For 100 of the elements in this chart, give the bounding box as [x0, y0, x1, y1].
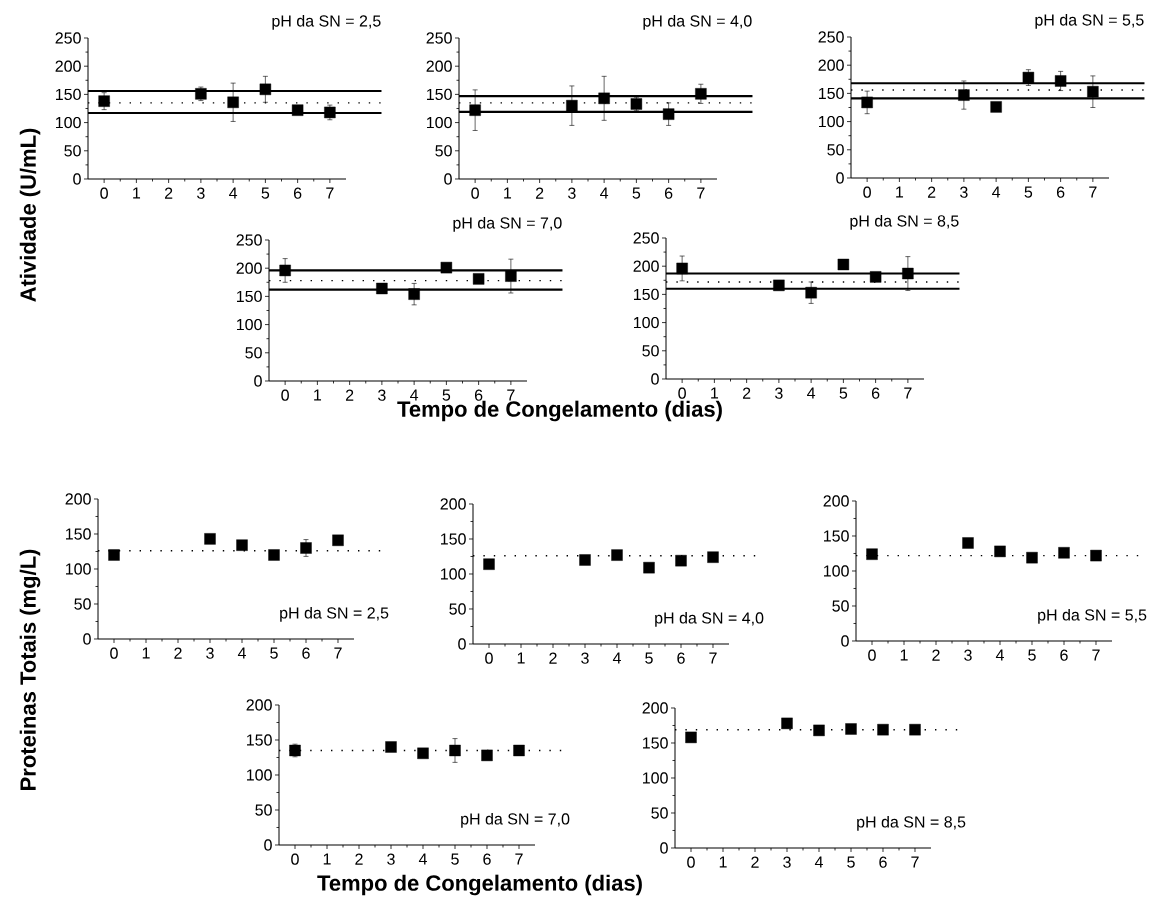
y-tick-label: 150 [441, 533, 466, 545]
x-tick-label: 3 [581, 652, 589, 664]
point [469, 104, 481, 116]
x-tick-label: 4 [410, 389, 419, 401]
y-tick-label: 250 [236, 234, 262, 246]
point [376, 282, 388, 295]
y-tick-label: 150 [819, 87, 844, 100]
x-tick-label: 3 [775, 387, 783, 399]
point [300, 542, 312, 554]
point [990, 101, 1002, 113]
x-tick-label: 0 [281, 389, 289, 401]
x-tick-label: 5 [1024, 186, 1033, 198]
x-tick-label: 5 [1028, 649, 1036, 661]
x-tick-label: 2 [164, 187, 173, 199]
y-tick-label: 150 [66, 528, 91, 540]
point [291, 104, 304, 116]
x-tick-label: 0 [485, 652, 493, 664]
y-tick-label: 200 [440, 498, 466, 510]
point [813, 724, 825, 737]
point [643, 561, 655, 574]
x-tick-label: 0 [100, 187, 108, 199]
x-tick-label: 5 [442, 389, 451, 401]
point [685, 731, 697, 744]
point [236, 539, 248, 551]
x-tick-label: 1 [323, 853, 331, 865]
x-tick-label: 5 [451, 853, 459, 865]
point [227, 96, 239, 108]
x-tick-label: 4 [612, 652, 621, 664]
x-tick-label: 5 [839, 387, 848, 399]
x-tick-label: 6 [474, 389, 483, 401]
y-tick-label: 50 [435, 145, 452, 157]
y-tick-label: 50 [827, 144, 844, 156]
x-tick-label: 7 [515, 853, 523, 865]
y-tick-label: 200 [633, 260, 659, 272]
x-tick-label: 4 [995, 649, 1004, 661]
point [695, 88, 707, 100]
x-tick-label: 7 [1092, 649, 1100, 661]
point [994, 545, 1006, 558]
y-tick-label: 150 [237, 290, 262, 303]
x-tick-label: 4 [807, 387, 816, 399]
x-tick-label: 4 [992, 186, 1001, 198]
x-tick-label: 2 [345, 389, 354, 401]
x-tick-label: 1 [142, 647, 150, 659]
y-tick-label: 50 [255, 804, 272, 816]
y-tick-label: 250 [426, 32, 452, 44]
point [204, 533, 216, 545]
y-tick-label: 50 [651, 807, 668, 819]
point [332, 534, 344, 546]
y-tick-label: 200 [236, 262, 262, 274]
point [408, 288, 420, 300]
y-tick-label: 50 [642, 345, 659, 357]
point [385, 741, 397, 753]
x-tick-label: 7 [326, 187, 334, 199]
point [566, 99, 578, 112]
x-tick-label: 7 [904, 387, 912, 399]
x-tick-label: 6 [1060, 649, 1068, 661]
point [449, 744, 461, 757]
point [1026, 551, 1038, 564]
x-tick-label: 0 [678, 387, 686, 399]
point [805, 287, 817, 299]
x-tick-label: 3 [206, 647, 214, 659]
x-tick-label: 3 [964, 649, 972, 661]
point [472, 273, 485, 285]
x-tick-label: 0 [687, 856, 695, 868]
x-axis-title: Tempo de Congelamento (dias) [317, 874, 642, 896]
y-tick-label: 0 [660, 842, 668, 854]
point [1054, 75, 1067, 87]
point [676, 262, 688, 275]
y-tick-label: 0 [254, 375, 262, 387]
point [845, 723, 857, 735]
point [869, 271, 882, 283]
point [837, 258, 850, 271]
y-tick-label: 250 [55, 32, 81, 44]
point [598, 92, 610, 105]
point [861, 96, 873, 109]
y-tick-label: 200 [818, 59, 844, 71]
chart-title: pH da SN = 2,5 [272, 14, 381, 30]
y-tick-label: 150 [427, 88, 452, 101]
x-tick-label: 3 [197, 187, 205, 199]
point [909, 723, 921, 736]
point [781, 717, 793, 730]
x-tick-label: 5 [261, 187, 270, 199]
y-tick-label: 200 [246, 699, 272, 711]
y-axis-title: Atividade (U/mL) [19, 128, 41, 302]
y-tick-label: 0 [841, 635, 849, 647]
y-tick-label: 100 [819, 115, 844, 128]
x-tick-label: 6 [664, 187, 673, 199]
x-tick-label: 2 [355, 853, 363, 865]
x-tick-label: 3 [783, 856, 791, 868]
y-tick-label: 200 [65, 493, 91, 505]
x-tick-label: 7 [709, 652, 717, 664]
point [1058, 547, 1070, 559]
point [866, 548, 878, 560]
y-tick-label: 100 [427, 116, 452, 129]
x-axis-title: Tempo de Congelamento (dias) [397, 400, 722, 422]
y-tick-label: 0 [836, 172, 844, 184]
point [481, 749, 493, 762]
point [579, 554, 591, 566]
y-tick-label: 0 [73, 173, 81, 185]
x-tick-label: 6 [293, 187, 302, 199]
